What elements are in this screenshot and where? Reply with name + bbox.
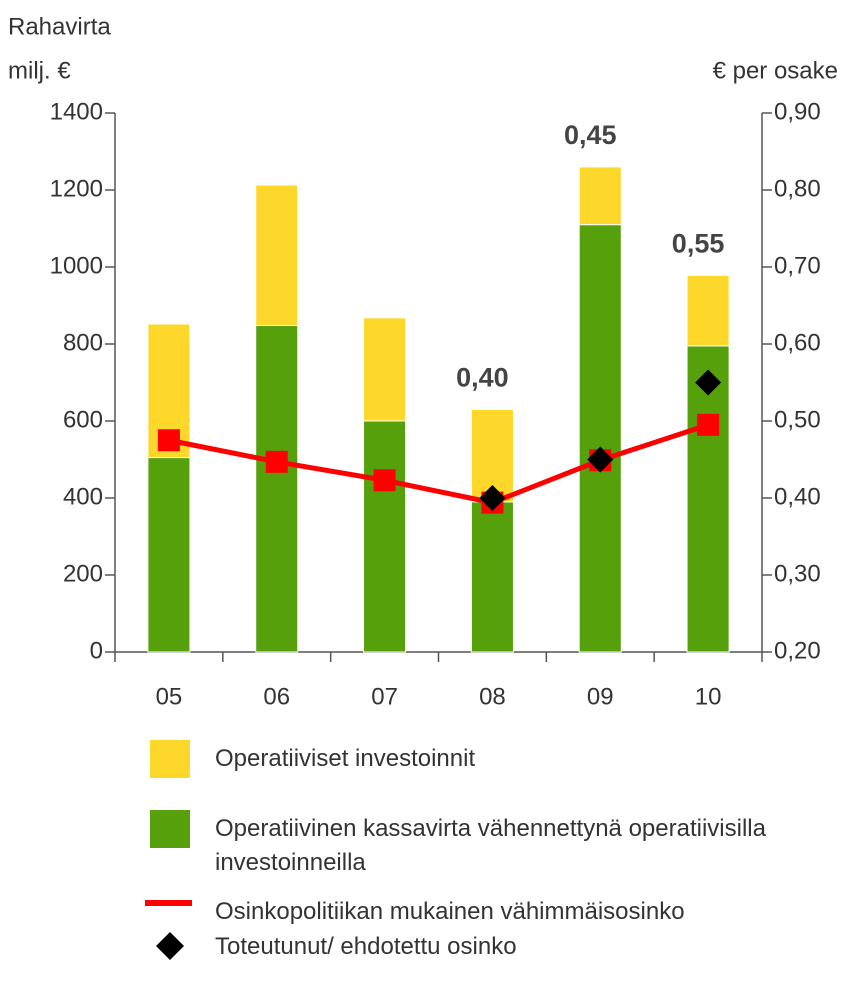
line-marker: [265, 450, 288, 473]
y-tick-label: 400: [63, 483, 103, 510]
x-tick-label: 08: [479, 683, 506, 710]
diamond: [695, 369, 722, 396]
bar: [686, 345, 730, 653]
y-tick-label: 800: [63, 329, 103, 356]
y2-tick-label: 0,90: [774, 98, 821, 125]
bar: [578, 224, 622, 653]
line-marker: [157, 429, 180, 452]
line-marker: [373, 469, 396, 492]
diamond: [479, 485, 506, 511]
y2-tick-label: 0,70: [774, 252, 821, 279]
legend-swatch: [150, 810, 190, 848]
line-marker: [697, 413, 720, 436]
y2-tick-label: 0,40: [774, 483, 821, 510]
legend-label: Toteutunut/ ehdotettu osinko: [215, 933, 517, 960]
line: [168, 422, 709, 506]
y2-axis-label: € per osake: [713, 57, 838, 84]
y2-tick-label: 0,30: [774, 560, 821, 587]
y2-tick-label: 0,80: [774, 175, 821, 202]
bar: [363, 420, 407, 653]
legend-swatch: [156, 932, 184, 960]
legend-swatch: [150, 740, 190, 778]
y2-tick-label: 0,20: [774, 637, 821, 664]
y-tick-label: 200: [63, 560, 103, 587]
data-label: 0,45: [564, 120, 617, 150]
x-tick-label: 07: [371, 683, 398, 710]
y2-tick-label: 0,60: [774, 329, 821, 356]
x-tick-label: 10: [695, 683, 722, 710]
bar: [578, 166, 622, 226]
y-axis-label: Rahavirta: [8, 13, 111, 40]
x-tick-label: 05: [156, 683, 183, 710]
bar: [686, 274, 730, 347]
bar: [255, 184, 299, 327]
bar: [147, 457, 191, 653]
data-label: 0,55: [672, 229, 725, 259]
bar: [363, 317, 407, 422]
y-tick-label: 1400: [50, 98, 103, 125]
y2-tick-label: 0,50: [774, 406, 821, 433]
bar: [255, 325, 299, 653]
data-label: 0,40: [456, 363, 509, 393]
diamond: [587, 446, 614, 473]
y-tick-label: 1200: [50, 175, 103, 202]
legend-label: Operatiivinen kassavirta vähennettynä op…: [215, 815, 766, 876]
y-tick-label: 0: [90, 637, 103, 664]
y-axis-label: milj. €: [8, 57, 71, 84]
legend-label: Osinkopolitiikan mukainen vähimmäisosink…: [215, 898, 685, 925]
bar: [470, 501, 514, 653]
x-tick-label: 06: [263, 683, 290, 710]
y-tick-label: 600: [63, 406, 103, 433]
x-tick-label: 09: [587, 683, 614, 710]
y-tick-label: 1000: [50, 252, 103, 279]
legend-label: Operatiiviset investoinnit: [215, 745, 476, 772]
